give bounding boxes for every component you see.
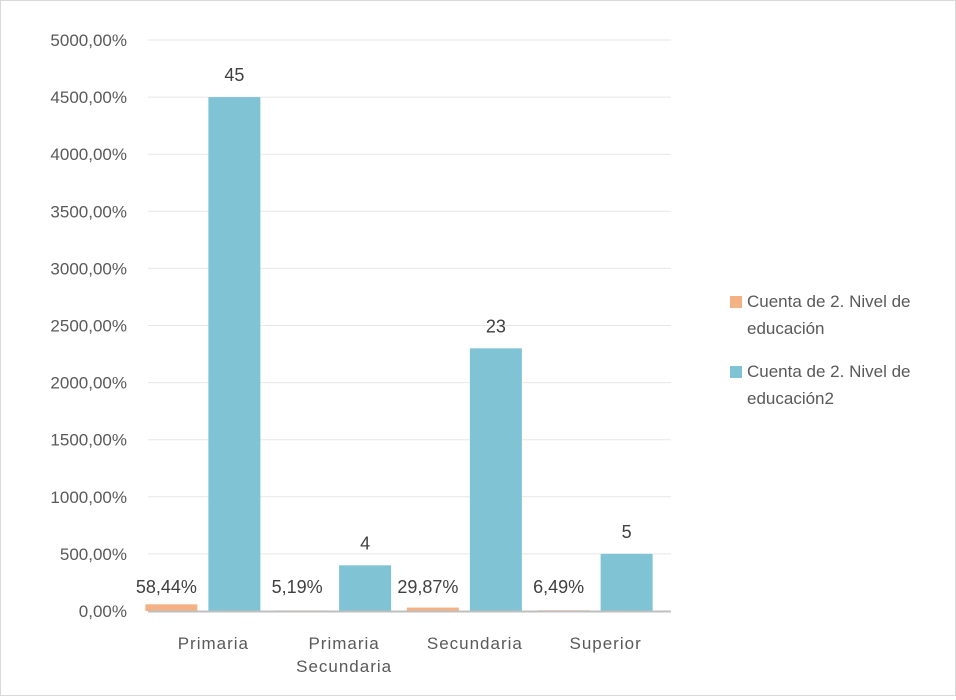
data-label-series-2-0: 45 bbox=[224, 65, 244, 85]
legend-swatch-1 bbox=[730, 296, 742, 308]
y-tick-label: 5000,00% bbox=[50, 31, 127, 50]
legend-label-2: Cuenta de 2. Nivel de bbox=[747, 362, 911, 381]
y-axis-tick-labels: 0,00% 500,00% 1000,00% 1500,00% 2000,00% 2500… bbox=[50, 31, 127, 621]
bar-series-2-1 bbox=[339, 565, 392, 611]
bar-series-2-2 bbox=[469, 348, 522, 611]
legend-swatch-2 bbox=[730, 366, 742, 378]
y-tick-label: 0,00% bbox=[79, 602, 127, 621]
data-label-series-2-2: 23 bbox=[486, 316, 506, 336]
x-tick-label: Secundaria bbox=[427, 634, 523, 653]
x-tick-label: Primaria bbox=[308, 634, 379, 653]
y-tick-label: 1000,00% bbox=[50, 488, 127, 507]
legend-label-1: Cuenta de 2. Nivel de bbox=[747, 292, 911, 311]
y-tick-label: 4500,00% bbox=[50, 88, 127, 107]
data-labels: 58,44% 45 5,19% 4 29,87% 23 6,49% 5 bbox=[136, 65, 632, 597]
x-tick-label: Superior bbox=[569, 634, 641, 653]
data-label-series-2-3: 5 bbox=[622, 522, 632, 542]
legend-label-1: educación bbox=[747, 319, 825, 338]
bar-series-1-0 bbox=[145, 604, 198, 611]
legend-label-2: educación2 bbox=[747, 389, 834, 408]
data-label-series-2-1: 4 bbox=[360, 533, 370, 553]
data-label-series-1-3: 6,49% bbox=[533, 577, 584, 597]
bar-series-2-0 bbox=[208, 97, 261, 612]
bar-series-2-3 bbox=[600, 553, 653, 611]
data-label-series-1-1: 5,19% bbox=[272, 577, 323, 597]
bars bbox=[145, 97, 653, 612]
y-tick-label: 2500,00% bbox=[50, 317, 127, 336]
y-tick-label: 3500,00% bbox=[50, 202, 127, 221]
y-tick-label: 2000,00% bbox=[50, 374, 127, 393]
x-tick-label: Secundaria bbox=[296, 657, 392, 676]
x-tick-label: Primaria bbox=[178, 634, 249, 653]
data-label-series-1-0: 58,44% bbox=[136, 577, 197, 597]
y-tick-label: 1500,00% bbox=[50, 431, 127, 450]
bar-series-1-2 bbox=[406, 607, 459, 611]
y-tick-label: 500,00% bbox=[60, 545, 127, 564]
data-label-series-1-2: 29,87% bbox=[397, 577, 458, 597]
y-tick-label: 4000,00% bbox=[50, 145, 127, 164]
legend: Cuenta de 2. Nivel de educación Cuenta de … bbox=[730, 292, 911, 408]
x-axis-tick-labels: Primaria Primaria Secundaria Secundaria Supe… bbox=[178, 634, 641, 676]
y-tick-label: 3000,00% bbox=[50, 259, 127, 278]
